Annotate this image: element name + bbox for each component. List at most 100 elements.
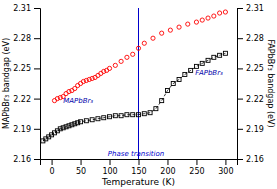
marker: [223, 51, 227, 55]
marker: [119, 114, 123, 118]
tick-mark: [237, 99, 243, 100]
marker: [119, 59, 123, 63]
marker: [194, 20, 198, 24]
tick: 200: [160, 159, 175, 176]
tick-label: 50: [76, 167, 86, 176]
tick-mark: [196, 159, 197, 165]
marker: [177, 77, 181, 81]
marker: [177, 25, 181, 29]
marker: [218, 53, 222, 57]
marker: [102, 116, 106, 120]
marker: [79, 120, 83, 124]
tick: 2.28: [13, 34, 40, 43]
tick-label: 250: [189, 167, 204, 176]
tick-label: 2.31: [246, 4, 264, 13]
marker: [151, 36, 155, 40]
tick-mark: [110, 159, 111, 165]
tick-label: 0: [50, 167, 55, 176]
marker: [148, 111, 152, 115]
tick: 2.22: [13, 95, 40, 104]
tick-label: 2.19: [246, 125, 264, 134]
marker: [160, 99, 164, 103]
tick: 0: [50, 159, 55, 176]
tick-label: 300: [218, 167, 233, 176]
tick: 2.28: [237, 34, 264, 43]
chart: 0501001502002503002.162.192.222.252.282.…: [0, 0, 277, 189]
marker: [113, 63, 117, 67]
tick-mark: [139, 159, 140, 165]
tick-mark: [237, 38, 243, 39]
tick: 2.22: [237, 95, 264, 104]
tick-label: 2.28: [246, 34, 264, 43]
y-axis-title: MAPbBr₃ bandgap (eV): [2, 38, 11, 129]
tick-label: 2.16: [13, 155, 31, 164]
annotations: Phase transition MAPbBr₃ FAPbBr₃: [63, 69, 223, 159]
marker: [171, 82, 175, 86]
marker: [194, 64, 198, 68]
tick-mark: [34, 8, 40, 9]
y-axis: 2.16 2.19 2.22 2.25 2.28 2.31: [13, 4, 40, 164]
series: [41, 51, 228, 143]
tick-mark: [34, 159, 40, 160]
tick-label: 100: [102, 167, 117, 176]
marker: [131, 52, 135, 56]
marker: [218, 11, 222, 15]
tick-label: 150: [131, 167, 146, 176]
annotation: FAPbBr₃: [195, 69, 223, 77]
tick-label: 2.28: [13, 34, 31, 43]
marker: [212, 14, 216, 18]
tick: 2.16: [237, 155, 264, 164]
annotation: Phase transition: [108, 150, 164, 158]
marker: [96, 117, 100, 121]
marker: [113, 114, 117, 118]
series: [52, 10, 227, 103]
tick-mark: [34, 68, 40, 69]
annotation: MAPbBr₃: [63, 97, 93, 105]
marker: [154, 107, 158, 111]
y2-axis: 2.16 2.19 2.22 2.25 2.28 2.31: [237, 4, 264, 164]
tick: 2.31: [13, 4, 40, 13]
tick-label: 2.25: [13, 64, 31, 73]
marker: [200, 61, 204, 65]
tick-mark: [237, 159, 243, 160]
marker: [125, 113, 129, 117]
marker: [223, 10, 227, 14]
marker: [107, 66, 111, 70]
marker: [206, 58, 210, 62]
tick-label: 2.19: [13, 125, 31, 134]
tick-mark: [52, 159, 53, 165]
x-axis-title: Temperature (K): [101, 177, 175, 187]
tick: 2.25: [237, 64, 264, 73]
tick-mark: [81, 159, 82, 165]
tick-mark: [225, 159, 226, 165]
tick: 100: [102, 159, 117, 176]
tick: 2.19: [237, 125, 264, 134]
tick-label: 2.22: [13, 95, 31, 104]
tick-mark: [237, 8, 243, 9]
marker: [108, 115, 112, 119]
marker: [142, 112, 146, 116]
axis-line: [34, 9, 41, 160]
tick: 250: [189, 159, 204, 176]
tick-mark: [34, 99, 40, 100]
marker: [200, 18, 204, 22]
tick-label: 2.22: [246, 95, 264, 104]
tick: 2.19: [13, 125, 40, 134]
marker: [183, 72, 187, 76]
axis-line: [238, 9, 244, 160]
reference-line: [138, 8, 139, 159]
marker: [90, 118, 94, 122]
marker: [189, 68, 193, 72]
marker: [212, 55, 216, 59]
tick-mark: [34, 38, 40, 39]
tick: 2.31: [237, 4, 264, 13]
tick-label: 2.25: [246, 64, 264, 73]
marker: [160, 31, 164, 35]
marker: [125, 55, 129, 59]
plot-area: [41, 8, 228, 159]
marker: [142, 41, 146, 45]
tick-label: 2.16: [246, 155, 264, 164]
tick-mark: [34, 129, 40, 130]
tick: 2.16: [13, 155, 40, 164]
x-axis: 0 50 100 150 200 250 300: [41, 159, 238, 176]
